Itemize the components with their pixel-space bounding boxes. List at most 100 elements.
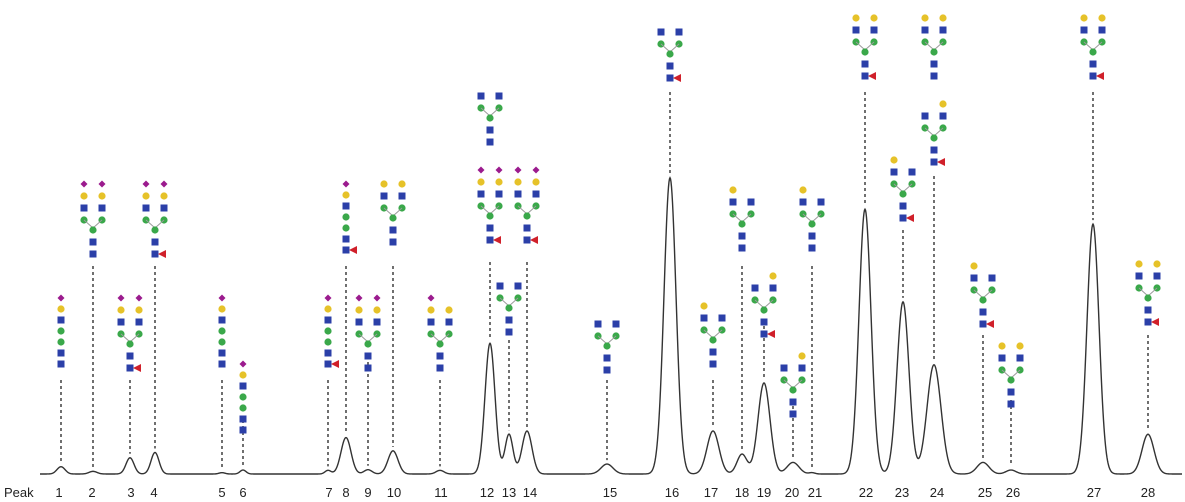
glcnac-square-icon — [1080, 26, 1088, 34]
mannose-circle-icon — [364, 340, 372, 348]
peak-label-28: 28 — [1141, 485, 1155, 500]
peak-label-27: 27 — [1087, 485, 1101, 500]
glcnac-square-icon — [355, 318, 363, 326]
galactose-circle-icon — [1153, 260, 1161, 268]
glcnac-square-icon — [769, 284, 777, 292]
peak-label-14: 14 — [523, 485, 537, 500]
galactose-circle-icon — [514, 178, 522, 186]
glycosidic-link — [763, 299, 774, 309]
galactose-circle-icon — [445, 306, 453, 314]
glycosidic-link — [802, 213, 813, 223]
fucose-triangle-icon — [133, 364, 141, 372]
glycosidic-link — [1010, 369, 1021, 379]
glcnac-square-icon — [789, 398, 797, 406]
glcnac-square-icon — [939, 26, 947, 34]
glcnac-square-icon — [445, 318, 453, 326]
galactose-circle-icon — [1098, 14, 1106, 22]
mannose-circle-icon — [324, 327, 332, 335]
glycosidic-link — [732, 213, 743, 223]
mannose-circle-icon — [505, 304, 513, 312]
galactose-circle-icon — [117, 306, 125, 314]
mannose-circle-icon — [861, 48, 869, 56]
glcnac-square-icon — [117, 318, 125, 326]
glcnac-square-icon — [729, 198, 737, 206]
glcnac-square-icon — [930, 146, 938, 154]
mannose-circle-icon — [218, 338, 226, 346]
glcnac-square-icon — [342, 202, 350, 210]
fucose-triangle-icon — [1096, 72, 1104, 80]
glcnac-square-icon — [151, 238, 159, 246]
peak-label-19: 19 — [757, 485, 771, 500]
galactose-circle-icon — [769, 272, 777, 280]
mannose-circle-icon — [126, 340, 134, 348]
glycosidic-link — [924, 41, 935, 51]
fucose-triangle-icon — [1151, 318, 1159, 326]
glycosidic-link — [489, 107, 500, 117]
mannose-circle-icon — [436, 340, 444, 348]
glycosidic-link — [703, 329, 714, 339]
glcnac-square-icon — [342, 235, 350, 243]
glycosidic-link — [499, 297, 510, 307]
glcnac-square-icon — [486, 236, 494, 244]
glcnac-square-icon — [505, 316, 513, 324]
glcnac-square-icon — [239, 426, 247, 434]
glcnac-square-icon — [160, 204, 168, 212]
sialic-acid-diamond-icon — [135, 294, 143, 302]
glcnac-square-icon — [594, 320, 602, 328]
galactose-circle-icon — [355, 306, 363, 314]
peak-label-21: 21 — [808, 485, 822, 500]
galactose-circle-icon — [998, 342, 1006, 350]
mannose-circle-icon — [486, 114, 494, 122]
mannose-circle-icon — [760, 306, 768, 314]
glycan-structures — [57, 14, 1161, 434]
mannose-circle-icon — [979, 296, 987, 304]
glcnac-square-icon — [436, 364, 444, 372]
glycosidic-link — [1001, 369, 1012, 379]
glycosidic-link — [1092, 41, 1103, 51]
galactose-circle-icon — [398, 180, 406, 188]
peak-label-8: 8 — [342, 485, 349, 500]
glcnac-square-icon — [364, 364, 372, 372]
glcnac-square-icon — [921, 112, 929, 120]
glcnac-square-icon — [890, 168, 898, 176]
peak-label-7: 7 — [325, 485, 332, 500]
glcnac-square-icon — [908, 168, 916, 176]
glcnac-square-icon — [135, 318, 143, 326]
fucose-triangle-icon — [158, 250, 166, 258]
glycosidic-link — [933, 41, 944, 51]
galactose-circle-icon — [380, 180, 388, 188]
peak-label-5: 5 — [218, 485, 225, 500]
glycosidic-link — [606, 335, 617, 345]
mannose-circle-icon — [342, 213, 350, 221]
peak-label-10: 10 — [387, 485, 401, 500]
mannose-circle-icon — [239, 404, 247, 412]
peak-label-24: 24 — [930, 485, 944, 500]
glycosidic-link — [754, 299, 765, 309]
sialic-acid-diamond-icon — [98, 180, 106, 188]
glcnac-square-icon — [495, 92, 503, 100]
mannose-circle-icon — [523, 212, 531, 220]
glcnac-square-icon — [700, 314, 708, 322]
peak-label-12: 12 — [480, 485, 494, 500]
mannose-circle-icon — [789, 386, 797, 394]
glcnac-square-icon — [1089, 72, 1097, 80]
galactose-circle-icon — [870, 14, 878, 22]
glycosidic-link — [902, 183, 913, 193]
glycosidic-link — [855, 41, 866, 51]
galactose-circle-icon — [57, 305, 65, 313]
glcnac-square-icon — [899, 214, 907, 222]
galactose-circle-icon — [532, 178, 540, 186]
glcnac-square-icon — [496, 282, 504, 290]
sialic-acid-diamond-icon — [514, 166, 522, 174]
glcnac-square-icon — [89, 250, 97, 258]
galactose-circle-icon — [495, 178, 503, 186]
glcnac-square-icon — [738, 232, 746, 240]
sialic-acid-diamond-icon — [142, 180, 150, 188]
glcnac-square-icon — [373, 318, 381, 326]
galactose-circle-icon — [477, 178, 485, 186]
sialic-acid-diamond-icon — [355, 294, 363, 302]
glcnac-square-icon — [709, 360, 717, 368]
galactose-circle-icon — [921, 14, 929, 22]
glcnac-square-icon — [939, 112, 947, 120]
